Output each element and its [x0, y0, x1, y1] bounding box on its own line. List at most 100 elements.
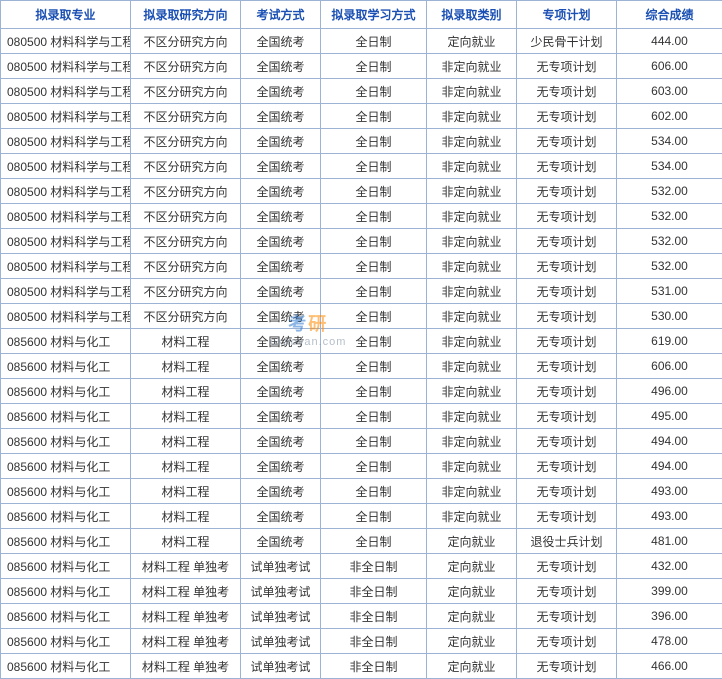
cell: 定向就业 [427, 29, 517, 54]
cell: 无专项计划 [517, 279, 617, 304]
table-row: 085600 材料与化工材料工程全国统考全日制非定向就业无专项计划496.00 [1, 379, 722, 404]
cell: 534.00 [617, 129, 722, 154]
cell: 非全日制 [321, 654, 427, 679]
cell: 493.00 [617, 504, 722, 529]
cell: 603.00 [617, 79, 722, 104]
cell: 532.00 [617, 254, 722, 279]
cell: 非全日制 [321, 554, 427, 579]
cell: 材料工程 单独考 [131, 654, 241, 679]
cell: 试单独考试 [241, 554, 321, 579]
cell: 531.00 [617, 279, 722, 304]
cell: 085600 材料与化工 [1, 629, 131, 654]
cell: 085600 材料与化工 [1, 379, 131, 404]
cell: 全日制 [321, 229, 427, 254]
cell: 全国统考 [241, 429, 321, 454]
cell: 全日制 [321, 204, 427, 229]
cell: 定向就业 [427, 529, 517, 554]
cell: 不区分研究方向 [131, 254, 241, 279]
cell: 全国统考 [241, 304, 321, 329]
cell: 材料工程 [131, 454, 241, 479]
cell: 全国统考 [241, 454, 321, 479]
table-row: 080500 材料科学与工程不区分研究方向全国统考全日制非定向就业无专项计划53… [1, 304, 722, 329]
cell: 全日制 [321, 154, 427, 179]
cell: 全日制 [321, 504, 427, 529]
col-header-3: 拟录取学习方式 [321, 1, 427, 29]
table-row: 085600 材料与化工材料工程全国统考全日制非定向就业无专项计划493.00 [1, 504, 722, 529]
cell: 399.00 [617, 579, 722, 604]
cell: 全日制 [321, 79, 427, 104]
cell: 无专项计划 [517, 104, 617, 129]
cell: 085600 材料与化工 [1, 354, 131, 379]
cell: 无专项计划 [517, 154, 617, 179]
table-row: 080500 材料科学与工程不区分研究方向全国统考全日制非定向就业无专项计划53… [1, 204, 722, 229]
table-header: 拟录取专业拟录取研究方向考试方式拟录取学习方式拟录取类别专项计划综合成绩 [1, 1, 722, 29]
cell: 085600 材料与化工 [1, 529, 131, 554]
table-row: 080500 材料科学与工程不区分研究方向全国统考全日制定向就业少民骨干计划44… [1, 29, 722, 54]
cell: 080500 材料科学与工程 [1, 254, 131, 279]
table-row: 085600 材料与化工材料工程全国统考全日制非定向就业无专项计划494.00 [1, 429, 722, 454]
cell: 080500 材料科学与工程 [1, 129, 131, 154]
table-row: 080500 材料科学与工程不区分研究方向全国统考全日制非定向就业无专项计划53… [1, 129, 722, 154]
cell: 085600 材料与化工 [1, 404, 131, 429]
cell: 全日制 [321, 529, 427, 554]
cell: 不区分研究方向 [131, 204, 241, 229]
cell: 试单独考试 [241, 579, 321, 604]
col-header-2: 考试方式 [241, 1, 321, 29]
cell: 全国统考 [241, 479, 321, 504]
cell: 602.00 [617, 104, 722, 129]
cell: 定向就业 [427, 604, 517, 629]
col-header-0: 拟录取专业 [1, 1, 131, 29]
cell: 080500 材料科学与工程 [1, 29, 131, 54]
cell: 全国统考 [241, 379, 321, 404]
cell: 全日制 [321, 454, 427, 479]
cell: 无专项计划 [517, 629, 617, 654]
cell: 无专项计划 [517, 304, 617, 329]
cell: 非定向就业 [427, 229, 517, 254]
cell: 无专项计划 [517, 129, 617, 154]
table-row: 085600 材料与化工材料工程 单独考试单独考试非全日制定向就业无专项计划43… [1, 554, 722, 579]
table-row: 080500 材料科学与工程不区分研究方向全国统考全日制非定向就业无专项计划60… [1, 54, 722, 79]
cell: 085600 材料与化工 [1, 329, 131, 354]
table-row: 080500 材料科学与工程不区分研究方向全国统考全日制非定向就业无专项计划60… [1, 79, 722, 104]
cell: 全日制 [321, 29, 427, 54]
cell: 非定向就业 [427, 79, 517, 104]
cell: 非定向就业 [427, 104, 517, 129]
table-row: 085600 材料与化工材料工程 单独考试单独考试非全日制定向就业无专项计划46… [1, 654, 722, 679]
cell: 无专项计划 [517, 454, 617, 479]
cell: 085600 材料与化工 [1, 479, 131, 504]
cell: 全日制 [321, 104, 427, 129]
cell: 材料工程 [131, 529, 241, 554]
cell: 全日制 [321, 329, 427, 354]
col-header-4: 拟录取类别 [427, 1, 517, 29]
cell: 495.00 [617, 404, 722, 429]
table-row: 080500 材料科学与工程不区分研究方向全国统考全日制非定向就业无专项计划53… [1, 154, 722, 179]
cell: 全国统考 [241, 204, 321, 229]
cell: 444.00 [617, 29, 722, 54]
cell: 非定向就业 [427, 154, 517, 179]
cell: 非定向就业 [427, 329, 517, 354]
cell: 无专项计划 [517, 604, 617, 629]
cell: 非定向就业 [427, 254, 517, 279]
table-row: 085600 材料与化工材料工程 单独考试单独考试非全日制定向就业无专项计划47… [1, 629, 722, 654]
cell: 494.00 [617, 454, 722, 479]
cell: 非定向就业 [427, 379, 517, 404]
cell: 材料工程 [131, 479, 241, 504]
cell: 全国统考 [241, 79, 321, 104]
cell: 非定向就业 [427, 454, 517, 479]
cell: 534.00 [617, 154, 722, 179]
cell: 全国统考 [241, 529, 321, 554]
cell: 无专项计划 [517, 479, 617, 504]
cell: 全日制 [321, 279, 427, 304]
cell: 532.00 [617, 179, 722, 204]
cell: 全国统考 [241, 179, 321, 204]
cell: 080500 材料科学与工程 [1, 54, 131, 79]
table-row: 080500 材料科学与工程不区分研究方向全国统考全日制非定向就业无专项计划53… [1, 254, 722, 279]
cell: 材料工程 单独考 [131, 629, 241, 654]
cell: 全国统考 [241, 104, 321, 129]
table-row: 080500 材料科学与工程不区分研究方向全国统考全日制非定向就业无专项计划60… [1, 104, 722, 129]
cell: 全日制 [321, 404, 427, 429]
cell: 无专项计划 [517, 179, 617, 204]
cell: 非全日制 [321, 629, 427, 654]
cell: 非定向就业 [427, 279, 517, 304]
header-row: 拟录取专业拟录取研究方向考试方式拟录取学习方式拟录取类别专项计划综合成绩 [1, 1, 722, 29]
